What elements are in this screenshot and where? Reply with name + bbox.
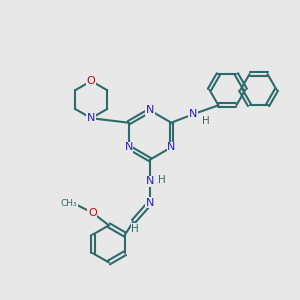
Text: H: H bbox=[158, 175, 166, 185]
Text: H: H bbox=[131, 224, 139, 234]
Text: O: O bbox=[88, 208, 97, 218]
Text: N: N bbox=[189, 109, 197, 119]
Text: N: N bbox=[146, 176, 154, 186]
Text: N: N bbox=[167, 142, 176, 152]
Text: CH₃: CH₃ bbox=[61, 199, 77, 208]
Text: O: O bbox=[87, 76, 96, 86]
Text: N: N bbox=[124, 142, 133, 152]
Text: N: N bbox=[146, 105, 154, 116]
Text: H: H bbox=[202, 116, 209, 126]
Text: N: N bbox=[146, 198, 154, 208]
Text: N: N bbox=[87, 113, 95, 123]
